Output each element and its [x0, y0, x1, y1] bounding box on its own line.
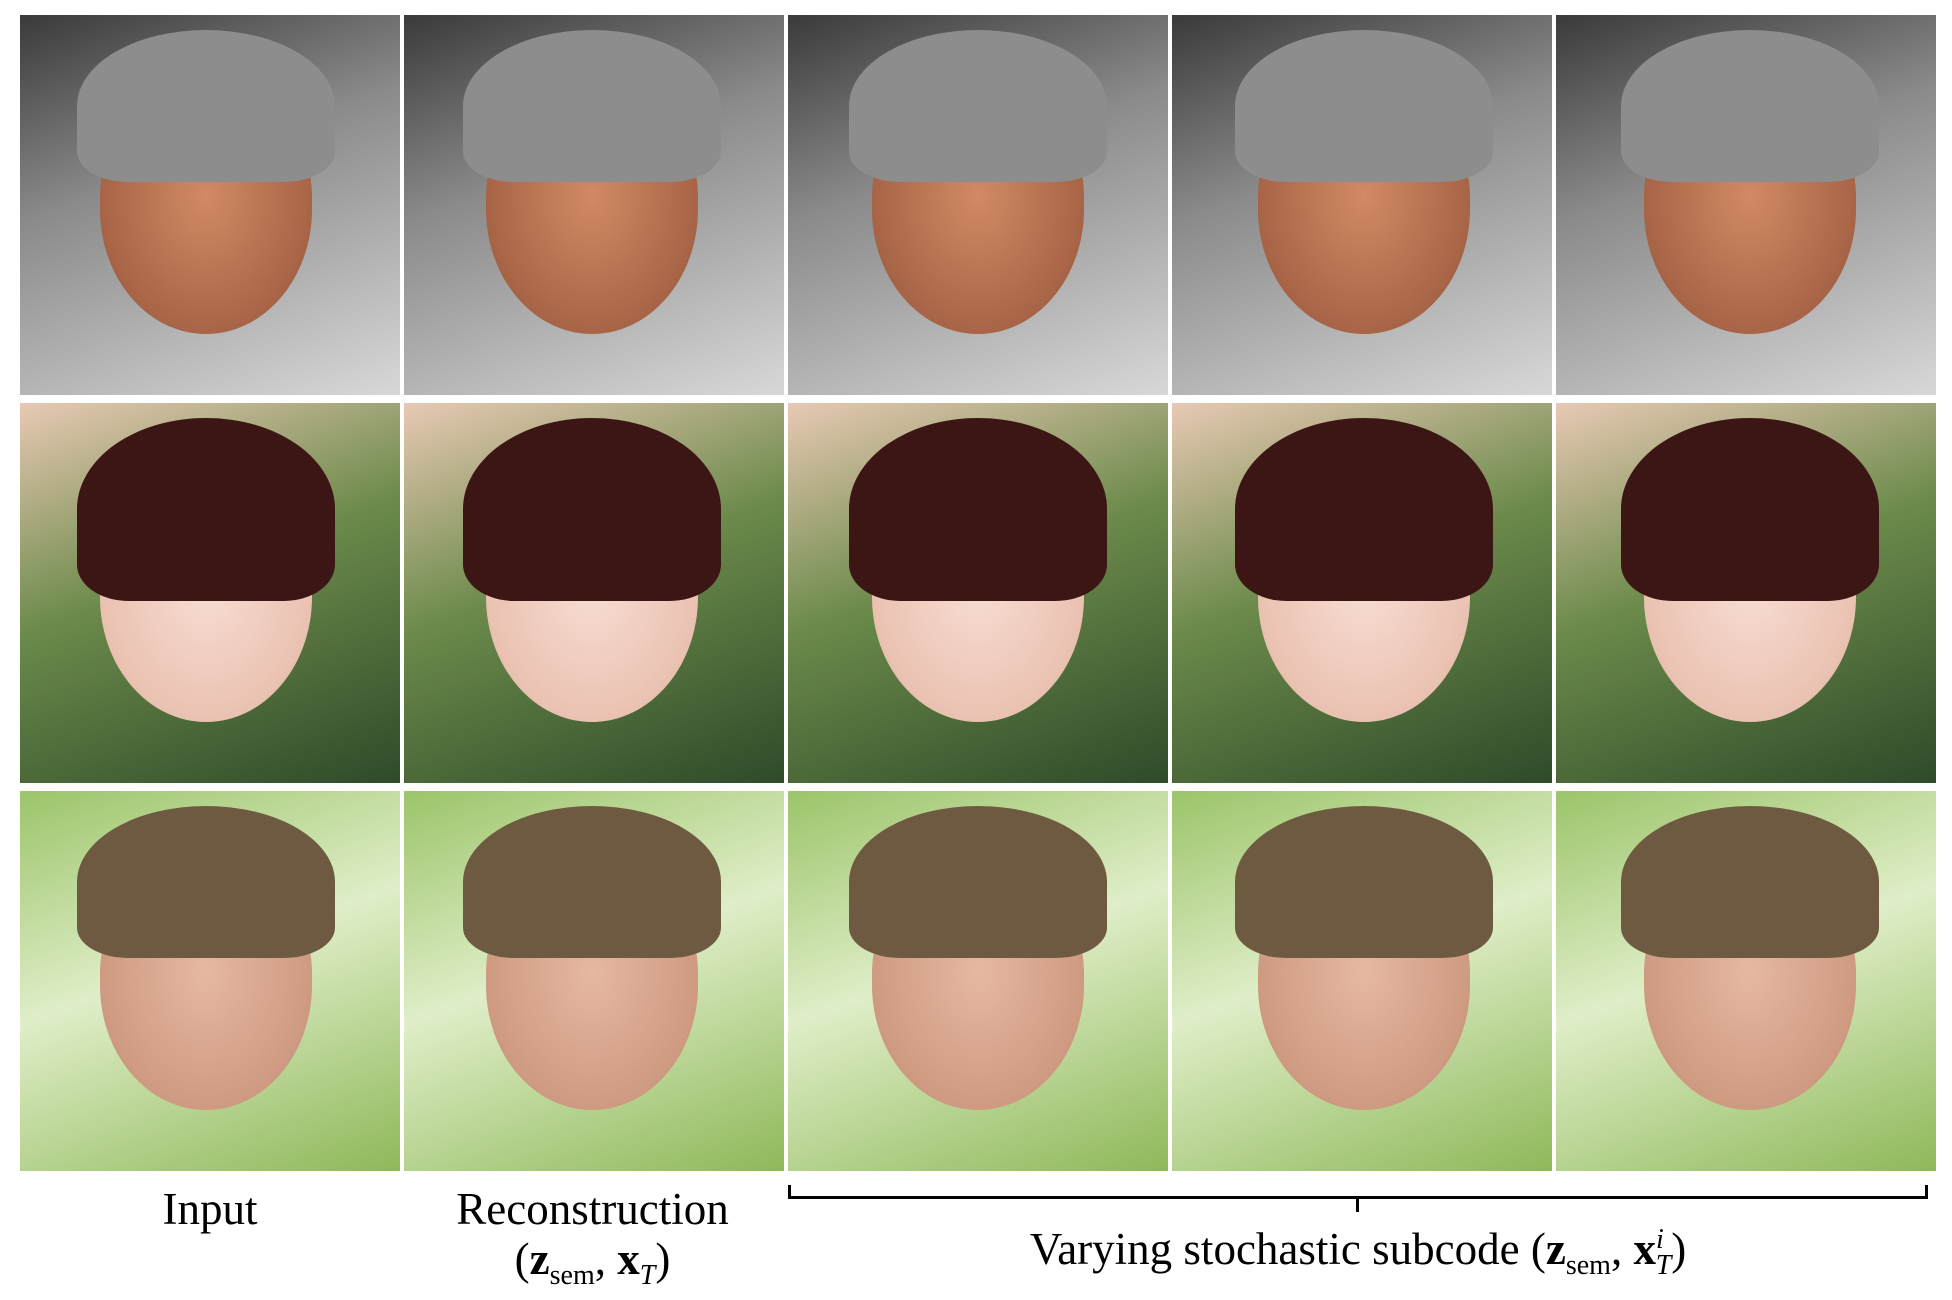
face-image-woman-with-bangs-4 — [1172, 403, 1552, 783]
caption-reconstruction-formula: (zsem, xT) — [514, 1233, 671, 1291]
face-image-man-short-hair-outdoor-4 — [1172, 791, 1552, 1171]
hair-shape — [848, 806, 1108, 959]
face-image-man-with-gray-beanie-3 — [788, 15, 1168, 395]
hair-shape — [462, 806, 722, 959]
hair-shape — [1234, 418, 1494, 601]
face-image-woman-with-bangs-5 — [1556, 403, 1936, 783]
face-image-woman-with-bangs-2 — [404, 403, 784, 783]
caption-varying-formula: (zsem, xiT) — [1530, 1224, 1687, 1281]
face-image-man-short-hair-outdoor-3 — [788, 791, 1168, 1171]
hair-shape — [1620, 806, 1880, 959]
caption-varying: Varying stochastic subcode (zsem, xiT) — [1029, 1224, 1687, 1281]
face-image-man-with-gray-beanie-2 — [404, 15, 784, 395]
hair-shape — [462, 418, 722, 601]
hair-shape — [848, 418, 1108, 601]
hair-shape — [1234, 30, 1494, 183]
face-image-man-short-hair-outdoor-2 — [404, 791, 784, 1171]
hair-shape — [76, 30, 336, 183]
hair-shape — [76, 806, 336, 959]
caption-input: Input — [162, 1184, 258, 1234]
face-image-man-with-gray-beanie-5 — [1556, 15, 1936, 395]
hair-shape — [1620, 418, 1880, 601]
image-grid — [20, 15, 1936, 1171]
hair-shape — [1620, 30, 1880, 183]
face-image-man-with-gray-beanie-4 — [1172, 15, 1552, 395]
hair-shape — [76, 418, 336, 601]
face-image-woman-with-bangs-1 — [20, 403, 400, 783]
face-image-man-short-hair-outdoor-5 — [1556, 791, 1936, 1171]
face-image-man-short-hair-outdoor-1 — [20, 791, 400, 1171]
face-image-man-with-gray-beanie-1 — [20, 15, 400, 395]
face-image-woman-with-bangs-3 — [788, 403, 1168, 783]
bracket-tick — [1356, 1196, 1359, 1212]
hair-shape — [848, 30, 1108, 183]
caption-reconstruction-text: Reconstruction — [456, 1184, 729, 1234]
caption-reconstruction: Reconstruction (zsem, xT) — [404, 1184, 781, 1291]
hair-shape — [462, 30, 722, 183]
hair-shape — [1234, 806, 1494, 959]
